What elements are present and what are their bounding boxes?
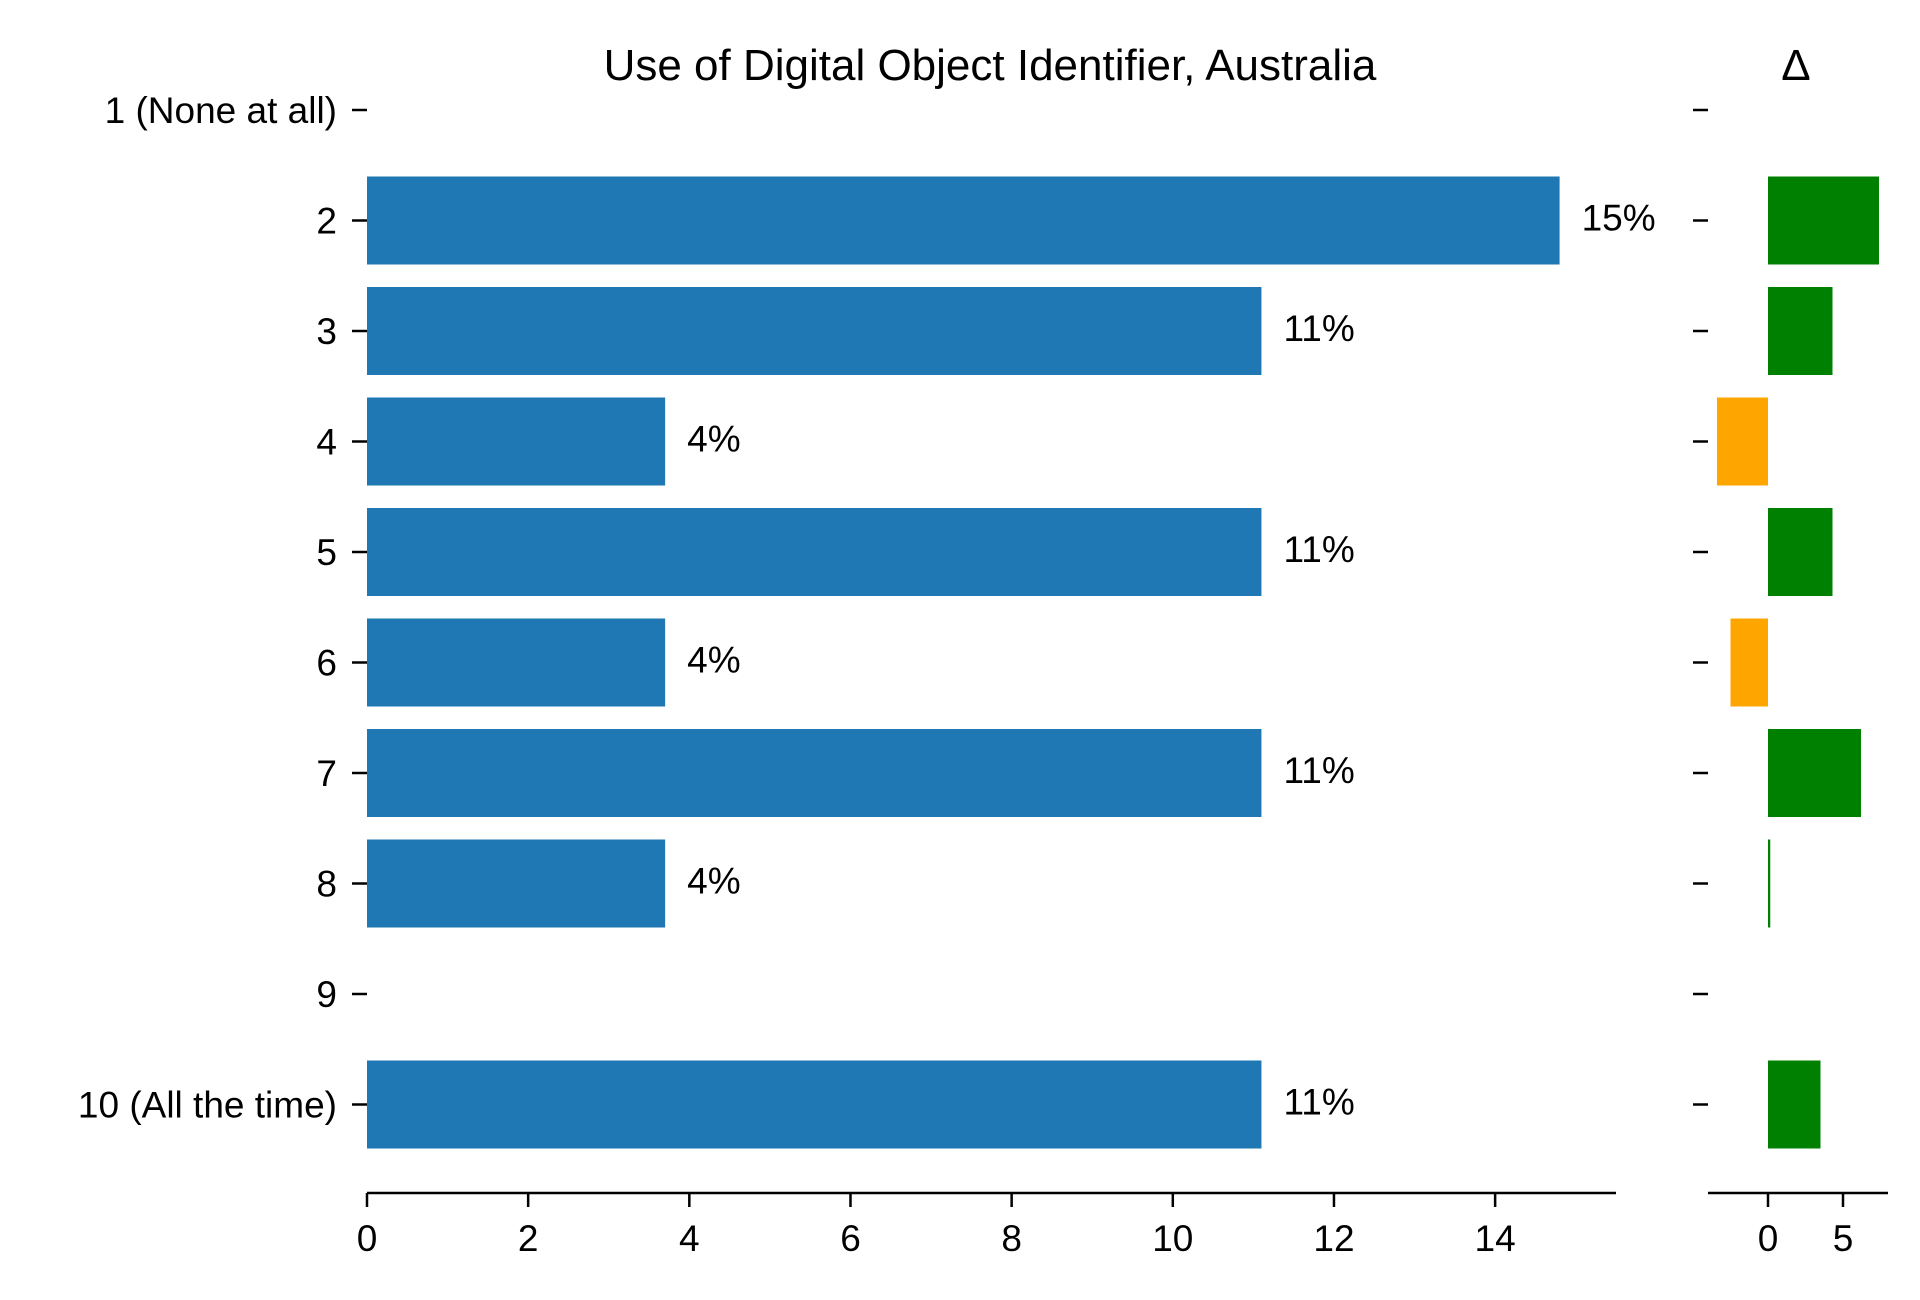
x-tick-label: 0 [357,1218,378,1259]
category-label: 1 (None at all) [105,90,337,131]
category-label: 3 [316,311,337,352]
main-bar-chart: 1 (None at all) 2 15% 3 11% 4 4% 5 11% 6 4% 7 11% 8 4%… [78,90,1656,1259]
category-label: 7 [316,753,337,794]
bar [367,287,1262,375]
bar [367,176,1560,265]
bar-value-label: 4% [687,419,740,460]
bar-value-label: 11% [1283,1082,1354,1123]
bar-value-label: 15% [1582,198,1656,239]
bar-value-label: 11% [1283,750,1354,791]
bar-value-label: 4% [687,861,740,902]
main-chart-title: Use of Digital Object Identifier, Austra… [604,41,1377,90]
bar [367,618,666,707]
x-tick-label: 10 [1152,1218,1193,1259]
bar-value-label: 11% [1283,529,1354,570]
delta-bar-positive [1768,729,1861,817]
bar-value-label: 4% [687,640,740,681]
category-label: 4 [316,422,337,463]
x-tick-label: 2 [518,1218,539,1259]
category-label: 9 [316,974,337,1015]
delta-bar-positive [1768,508,1833,596]
delta-bar-positive [1768,176,1879,265]
category-label: 5 [316,532,337,573]
x-tick-label: 6 [840,1218,861,1259]
x-tick-label: 14 [1475,1218,1516,1259]
category-label: 2 [316,201,337,242]
bar [367,508,1262,596]
bar [367,1060,1262,1149]
bar [367,397,666,486]
x-tick-label: 12 [1313,1218,1354,1259]
delta-bar-positive [1768,287,1833,375]
delta-bar-negative [1717,397,1768,486]
category-label: 8 [316,864,337,905]
delta-bar-negative [1730,618,1768,707]
category-label: 6 [316,643,337,684]
bar [367,839,666,928]
delta-bar-positive [1768,839,1771,928]
x-tick-label: 4 [679,1218,700,1259]
bar-value-label: 11% [1283,308,1354,349]
delta-x-tick-label: 5 [1833,1218,1854,1259]
x-tick-label: 8 [1001,1218,1022,1259]
delta-chart-title: Δ [1781,41,1810,90]
category-label: 10 (All the time) [78,1085,337,1126]
delta-bar-positive [1768,1060,1821,1149]
delta-x-tick-label: 0 [1758,1218,1779,1259]
bar [367,729,1262,817]
